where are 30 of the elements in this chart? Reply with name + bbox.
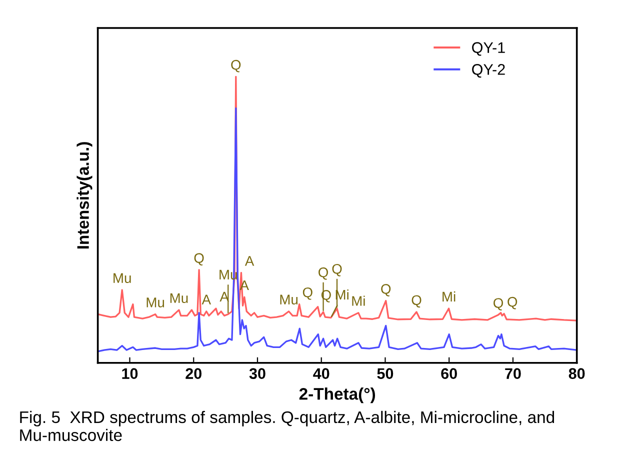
caption: Fig. 5 XRD spectrums of samples. Q-quartz, A-albite, Mi-microcline, and Mu-muscovite — [20, 410, 554, 442]
annotation: Q — [302, 287, 312, 300]
x-axis-title: 2-Theta(°) — [299, 388, 376, 404]
annotation: Q — [318, 267, 328, 280]
x-tick-label: 70 — [505, 368, 521, 379]
annotation: A — [244, 256, 254, 266]
annotation: Mu — [146, 298, 164, 308]
x-tick-label: 10 — [122, 368, 138, 379]
annotation: Mi — [352, 296, 365, 306]
x-tick-label: 80 — [568, 368, 585, 379]
x-tick-label: 60 — [441, 368, 457, 379]
y-axis-title: Intensity(a.u.) — [76, 142, 92, 249]
annotation: Q — [412, 295, 422, 308]
annotation: Q — [381, 284, 391, 296]
annotation: Mu — [280, 294, 298, 304]
x-tick-label: 40 — [313, 368, 330, 379]
annotation: Q — [508, 296, 518, 310]
annotation: Mi — [442, 291, 456, 302]
annotation: Q — [332, 264, 342, 276]
x-tick-label: 20 — [186, 368, 202, 379]
annotation: Mu — [170, 293, 188, 304]
annotation: Q — [231, 60, 241, 72]
x-tick-label: 30 — [249, 368, 266, 380]
annotation: Q — [494, 298, 504, 310]
annotation: A — [202, 294, 211, 304]
annotation: Q — [194, 253, 204, 266]
legend-label: QY-2 — [472, 64, 505, 78]
x-tick-label: 50 — [377, 368, 394, 379]
annotation: Mu — [114, 273, 131, 284]
legend-label: QY-1 — [472, 42, 505, 56]
